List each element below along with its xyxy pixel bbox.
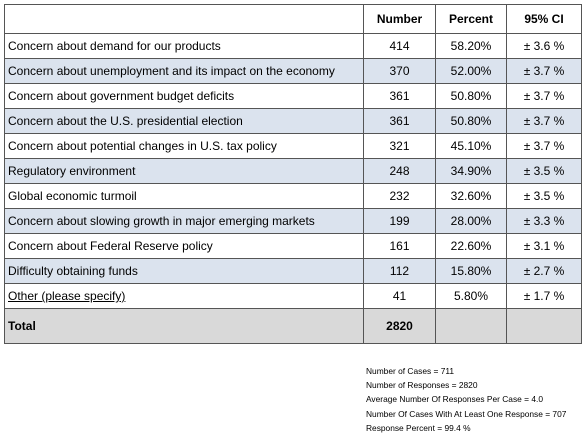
row-ci: ± 3.7 % xyxy=(506,83,582,109)
row-percent: 32.60% xyxy=(435,183,507,209)
row-ci: ± 1.7 % xyxy=(506,283,582,309)
row-number: 414 xyxy=(363,33,436,59)
header-category xyxy=(4,4,364,34)
total-percent-empty xyxy=(435,308,507,344)
row-percent: 58.20% xyxy=(435,33,507,59)
response-percent: Response Percent = 99.4 % xyxy=(366,422,471,433)
row-ci: ± 3.7 % xyxy=(506,108,582,134)
row-number: 232 xyxy=(363,183,436,209)
row-percent: 5.80% xyxy=(435,283,507,309)
row-ci: ± 2.7 % xyxy=(506,258,582,284)
header-row: Number Percent 95% CI xyxy=(4,4,582,34)
average-responses: Average Number Of Responses Per Case = 4… xyxy=(366,394,543,405)
row-percent: 50.80% xyxy=(435,108,507,134)
results-table: Number Percent 95% CI Concern about dema… xyxy=(4,4,582,344)
table-row: Concern about unemployment and its impac… xyxy=(4,58,582,84)
row-label: Global economic turmoil xyxy=(4,183,364,209)
header-ci: 95% CI xyxy=(506,4,582,34)
row-percent: 15.80% xyxy=(435,258,507,284)
table-row: Global economic turmoil 232 32.60% ± 3.5… xyxy=(4,183,582,209)
cases-with-response: Number Of Cases With At Least One Respon… xyxy=(366,408,567,419)
row-percent: 45.10% xyxy=(435,133,507,159)
number-of-responses: Number of Responses = 2820 xyxy=(366,380,478,391)
row-ci: ± 3.3 % xyxy=(506,208,582,234)
row-ci: ± 3.5 % xyxy=(506,183,582,209)
table-row: Concern about potential changes in U.S. … xyxy=(4,133,582,159)
total-row: Total 2820 xyxy=(4,308,582,344)
header-number: Number xyxy=(363,4,436,34)
row-number: 41 xyxy=(363,283,436,309)
total-label: Total xyxy=(4,308,364,344)
row-label: Concern about the U.S. presidential elec… xyxy=(4,108,364,134)
row-number: 161 xyxy=(363,233,436,259)
row-label: Concern about slowing growth in major em… xyxy=(4,208,364,234)
row-number: 370 xyxy=(363,58,436,84)
row-label: Regulatory environment xyxy=(4,158,364,184)
header-percent: Percent xyxy=(435,4,507,34)
table-row: Regulatory environment 248 34.90% ± 3.5 … xyxy=(4,158,582,184)
row-number: 361 xyxy=(363,108,436,134)
row-percent: 22.60% xyxy=(435,233,507,259)
row-percent: 52.00% xyxy=(435,58,507,84)
row-ci: ± 3.6 % xyxy=(506,33,582,59)
table-row: Concern about the U.S. presidential elec… xyxy=(4,108,582,134)
summary-stats: Number of Cases = 711 Number of Response… xyxy=(366,364,566,435)
table-row: Difficulty obtaining funds 112 15.80% ± … xyxy=(4,258,582,284)
row-ci: ± 3.7 % xyxy=(506,133,582,159)
row-percent: 50.80% xyxy=(435,83,507,109)
total-number: 2820 xyxy=(363,308,436,344)
row-percent: 34.90% xyxy=(435,158,507,184)
row-label: Concern about government budget deficits xyxy=(4,83,364,109)
table-row: Concern about Federal Reserve policy 161… xyxy=(4,233,582,259)
row-label: Concern about unemployment and its impac… xyxy=(4,58,364,84)
row-number: 321 xyxy=(363,133,436,159)
table-row: Concern about demand for our products 41… xyxy=(4,33,582,59)
table-row: Concern about government budget deficits… xyxy=(4,83,582,109)
row-number: 361 xyxy=(363,83,436,109)
table-row: Concern about slowing growth in major em… xyxy=(4,208,582,234)
row-label: Concern about potential changes in U.S. … xyxy=(4,133,364,159)
row-ci: ± 3.1 % xyxy=(506,233,582,259)
row-number: 112 xyxy=(363,258,436,284)
row-ci: ± 3.7 % xyxy=(506,58,582,84)
table-row: Other (please specify) 41 5.80% ± 1.7 % xyxy=(4,283,582,309)
row-label: Difficulty obtaining funds xyxy=(4,258,364,284)
total-ci-empty xyxy=(506,308,582,344)
number-of-cases: Number of Cases = 711 xyxy=(366,366,455,376)
other-specify-link[interactable]: Other (please specify) xyxy=(8,289,126,303)
row-percent: 28.00% xyxy=(435,208,507,234)
row-label-cell: Other (please specify) xyxy=(4,283,364,309)
row-number: 199 xyxy=(363,208,436,234)
row-label: Concern about Federal Reserve policy xyxy=(4,233,364,259)
row-label: Concern about demand for our products xyxy=(4,33,364,59)
row-ci: ± 3.5 % xyxy=(506,158,582,184)
row-number: 248 xyxy=(363,158,436,184)
